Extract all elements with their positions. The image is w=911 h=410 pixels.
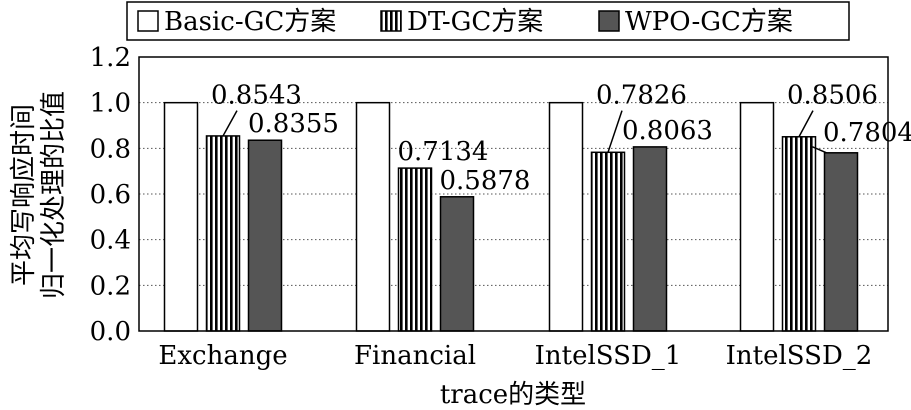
- x-tick-label: Exchange: [158, 341, 287, 371]
- data-label-dt-gc: 0.8543: [211, 81, 302, 111]
- bar-wpo-gc: [439, 196, 475, 332]
- data-label-wpo-gc: 0.8063: [622, 116, 713, 146]
- y-tick-label: 1.2: [90, 43, 131, 73]
- x-axis-label: trace的类型: [440, 380, 586, 410]
- legend-swatch-wpo: [598, 10, 620, 32]
- label-leader-line: [798, 110, 814, 138]
- label-leader-line: [222, 110, 238, 137]
- legend-label-dt: DT-GC方案: [407, 7, 543, 37]
- bar-dt-gc: [205, 135, 241, 332]
- legend-frame: [126, 1, 850, 41]
- bar-wpo-gc: [247, 139, 283, 332]
- label-leader-line: [607, 110, 623, 153]
- x-tick-label: IntelSSD_1: [535, 341, 682, 371]
- legend-swatch-dt: [380, 10, 402, 32]
- data-label-wpo-gc: 0.8355: [248, 109, 339, 139]
- data-label-dt-gc: 0.7134: [398, 137, 489, 167]
- x-tick-label: Financial: [354, 341, 476, 371]
- bar-wpo-gc: [632, 146, 668, 332]
- y-tick-label: 1.0: [90, 89, 131, 119]
- bar-wpo-gc: [823, 152, 859, 332]
- bars: [163, 101, 859, 332]
- bar-dt-gc: [590, 151, 626, 332]
- bar-dt-gc: [397, 167, 433, 332]
- label-leader-line: [812, 146, 827, 154]
- y-axis-label-line1: 平均写响应时间: [9, 104, 39, 286]
- x-tick-label: IntelSSD_2: [726, 341, 873, 371]
- legend: Basic-GC方案 DT-GC方案 WPO-GC方案: [126, 1, 850, 41]
- y-tick-label: 0.2: [90, 271, 131, 301]
- data-label-wpo-gc: 0.5878: [440, 166, 531, 196]
- data-label-dt-gc: 0.7826: [596, 81, 687, 111]
- y-tick-label: 0.8: [90, 134, 131, 164]
- y-tick-label: 0.4: [90, 226, 131, 256]
- legend-label-wpo: WPO-GC方案: [625, 7, 793, 37]
- y-axis-label-line2: 归一化处理的比值: [39, 91, 69, 299]
- y-tick-label: 0.0: [90, 317, 131, 347]
- bar-basic-gc: [548, 101, 584, 332]
- legend-label-basic: Basic-GC方案: [164, 7, 336, 37]
- legend-swatch-basic: [137, 10, 159, 32]
- data-label-dt-gc: 0.8506: [787, 81, 878, 111]
- y-tick-label: 0.6: [90, 180, 131, 210]
- y-axis-ticks: 0.0 0.2 0.4 0.6 0.8 1.0 1.2: [90, 43, 131, 347]
- bar-basic-gc: [739, 101, 775, 332]
- bar-dt-gc: [781, 136, 817, 332]
- bar-basic-gc: [163, 101, 199, 332]
- x-axis-ticks: Exchange Financial IntelSSD_1 IntelSSD_2: [158, 341, 872, 371]
- plot-frame: [138, 56, 889, 332]
- bar-basic-gc: [355, 101, 391, 332]
- data-label-wpo-gc: 0.7804: [823, 118, 911, 148]
